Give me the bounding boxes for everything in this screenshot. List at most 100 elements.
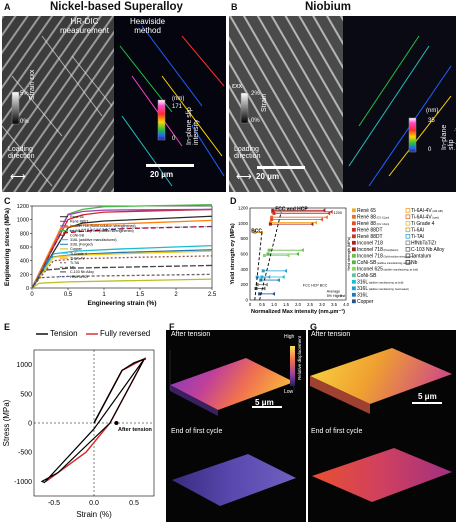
chart-d-highest-point — [322, 208, 326, 213]
chart-d-xtick-label: 3.5 — [331, 302, 337, 307]
chart-d-legend2-entry: HfNbTaTiZr — [411, 241, 437, 247]
chart-d-legend-swatch — [352, 221, 356, 226]
panel-f-after-label: After tension — [171, 331, 211, 338]
chart-d: 0 0.5 1.0 1.5 2.0 2.5 3.0 3.5 4.0020040060080010… — [230, 206, 445, 316]
chart-d-legend-entry: 316L (additive manufacturing, heat-treat… — [357, 286, 409, 292]
chart-d-key-title: FCC HCP BCC — [303, 284, 328, 288]
chart-d-legend-entry: René 88DT — [357, 234, 383, 240]
panel-a-loading-label: Loading direction — [8, 146, 35, 161]
chart-d-ytick-label: 200 — [240, 282, 248, 287]
chart-d-highest-point — [300, 248, 304, 253]
chart-d-ylabel: Yield strength σy (MPa) — [230, 223, 236, 284]
chart-d-highest-point — [262, 286, 266, 291]
chart-d-average-point — [255, 283, 259, 287]
chart-d-ytick-label: 800 — [240, 236, 248, 241]
chart-d-average-point — [253, 231, 257, 235]
panel-d-label: D — [230, 196, 237, 206]
chart-d-legend-entry: Copper — [357, 299, 374, 305]
panel-b-scale: 20 μm — [256, 172, 280, 181]
chart-d-ytick-label: 1200 — [238, 206, 249, 211]
chart-c-xtick-label: 2 — [174, 292, 178, 298]
chart-c: 0 0.5 1 1.5 2 2.5 0 200 400 600 800 1000 1200 Enginee… — [4, 203, 217, 307]
panel-a-slip-max: 171 — [172, 104, 183, 110]
chart-c-ylabel: Engineering stress (MPa) — [4, 208, 11, 286]
chart-d-xtick-label: 2.0 — [295, 302, 301, 307]
chart-d-average-point — [270, 218, 274, 221]
chart-d-legend-swatch — [352, 286, 356, 291]
panel-b-slip-title: In-plane slip intensity — [441, 124, 458, 150]
chart-d-ytick-label: 1000 — [238, 221, 249, 226]
chart-c-xlabel: Engineering strain (%) — [88, 300, 157, 307]
panel-g-label: G — [310, 322, 318, 332]
chart-d-highest-point — [264, 282, 268, 287]
chart-c-xtick-label: 0 — [30, 292, 34, 298]
chart-d-highest-point — [329, 209, 333, 214]
panel-f-end-label: End of first cycle — [171, 428, 223, 435]
chart-d-legend-entry: Inconel 718 (Precipitation) — [357, 247, 398, 253]
panel-g-scale: 5 μm — [418, 392, 437, 401]
chart-e-xtick-label: -0.5 — [48, 500, 60, 507]
chart-c-xtick-label: 2.5 — [208, 292, 217, 298]
chart-d-highest-point — [284, 268, 287, 273]
double-arrow-icon: ⟷ — [10, 171, 26, 183]
chart-c-ytick-label: 0 — [26, 286, 29, 292]
chart-e-ytick-label: 500 — [20, 391, 32, 398]
chart-c-legend-entry: Copper — [70, 247, 83, 251]
chart-d-legend-entry: René 65 — [357, 208, 376, 214]
chart-d-highest-point — [286, 253, 290, 258]
panel-a-slip-unit: (nm) — [172, 96, 185, 102]
chart-e-after-tension-marker — [114, 421, 119, 425]
chart-d-legend-entry: 316L (additive manufacturing, as built) — [357, 280, 404, 286]
chart-d-xtick-label: 2.5 — [307, 302, 313, 307]
chart-c-xtick-label: 0.5 — [64, 292, 73, 298]
chart-c-ytick-label: 1000 — [17, 218, 29, 224]
chart-d-legend2-entry: Ti Grade 4 — [411, 221, 435, 227]
chart-c-xtick-label: 1.5 — [136, 292, 145, 298]
chart-c-ytick-label: 1200 — [17, 204, 29, 210]
chart-d-xlabel: Normalized Max intensity (nm.μm⁻¹) — [251, 308, 345, 315]
chart-d-key-highest: 5% Highest — [327, 294, 345, 298]
panel-b-strain-min: 0% — [251, 118, 260, 124]
chart-d-xtick-label: 3.0 — [319, 302, 325, 307]
chart-c-ytick-label: 600 — [20, 245, 29, 251]
chart-d-legend-entry: René 88 (CG: 61μm) — [357, 215, 389, 221]
chart-d-legend-swatch — [352, 253, 356, 258]
chart-d-bcc-trend — [254, 230, 263, 301]
panel-g-end-label: End of first cycle — [311, 428, 363, 435]
chart-c-legend-entry: Ti Grade 4 — [70, 252, 87, 256]
chart-d-legend2-swatch — [405, 207, 411, 213]
chart-d-frame — [249, 207, 347, 301]
chart-c-legend-entry: Nb — [70, 266, 75, 270]
chart-d-legend-entry: René 88DT — [357, 228, 383, 234]
chart-d-highest-point — [324, 215, 328, 220]
chart-d-bcc-annotation: BCC — [251, 229, 262, 235]
chart-d-xtick-label: 4.0 — [343, 302, 349, 307]
panel-b-slip-min: 0 — [428, 147, 432, 153]
chart-d-legend2-swatch — [405, 240, 411, 246]
chart-d-average-point — [255, 275, 259, 279]
chart-c-series-line — [31, 250, 213, 289]
panel-a-strain-max: 5% — [20, 91, 29, 97]
chart-c-legend-entry: Ti-6Al-4V — [70, 256, 85, 260]
panel-e-label: E — [4, 322, 11, 332]
chart-c-xtick-label: 1 — [102, 292, 106, 298]
chart-c-legend-entry: René 65 — [70, 215, 84, 219]
panel-a-slip-title: In-plane slip intensity — [186, 107, 200, 145]
chart-c-legend-entry: Ti-TAl — [70, 261, 79, 265]
chart-e: -0.5 0.0 0.5 -1000 -500 0 500 1000 Strain (%) Str… — [2, 329, 155, 519]
chart-d-average-point — [266, 252, 270, 256]
chart-d-legend2-entry: Nb — [411, 260, 418, 266]
chart-d-fcc-annotation: FCC and HCP — [275, 206, 308, 212]
panel-f-scale: 5 μm — [255, 398, 274, 407]
panel-f-axis-title: Relative displacement — [297, 335, 302, 380]
chart-d-highest-point — [296, 252, 299, 256]
chart-d-highest-point — [267, 275, 271, 279]
chart-c-series-line — [31, 278, 213, 289]
chart-d-legend-swatch — [352, 260, 356, 265]
panel-g-3d-plot — [308, 330, 456, 522]
chart-d-legend-swatch — [352, 240, 356, 245]
chart-d-inset-min: 0 — [340, 294, 342, 298]
chart-d-legend-entry: CoNi-SB (additive manufacturing, as buil… — [357, 260, 412, 266]
chart-d-legend2-entry: Ti-6Al-4V (AM,HIP) — [411, 208, 443, 214]
chart-e-xtick-label: 0.0 — [89, 500, 99, 507]
